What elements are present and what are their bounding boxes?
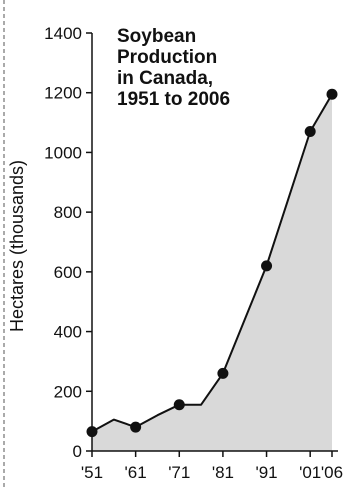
- x-tick-label-1991: '91: [255, 463, 277, 482]
- data-markers: [86, 88, 338, 438]
- y-tick-label-200: 200: [54, 382, 82, 401]
- y-axis-title: Hectares (thousands): [7, 160, 27, 332]
- y-tick-label-0: 0: [73, 442, 82, 461]
- y-tick-label-1200: 1200: [44, 84, 82, 103]
- x-tick-label-1961: '61: [125, 463, 147, 482]
- chart-title-line-2: Production: [117, 47, 217, 68]
- y-tick-label-400: 400: [54, 323, 82, 342]
- x-tick-label-1971: '71: [168, 463, 190, 482]
- data-point-1981: [217, 367, 229, 379]
- y-tick-label-800: 800: [54, 203, 82, 222]
- x-tick-label-1981: '81: [212, 463, 234, 482]
- y-tick-label-1000: 1000: [44, 143, 82, 162]
- x-tick-label-2001: '01: [299, 463, 321, 482]
- chart-title-line-3: in Canada,: [117, 68, 213, 89]
- y-tick-label-1400: 1400: [44, 24, 82, 43]
- chart-title-line-4: 1951 to 2006: [117, 89, 230, 110]
- x-tick-label-1951: '51: [81, 463, 103, 482]
- data-point-1961: [130, 421, 142, 433]
- y-ticks: 0 200 400 600 800 1000 1200 1400: [44, 24, 92, 461]
- x-ticks: '51 '61 '71 '81 '91 '01'06: [81, 451, 343, 482]
- y-tick-label-600: 600: [54, 263, 82, 282]
- x-tick-label-2006: '06: [321, 463, 343, 482]
- chart-title-line-1: Soybean: [117, 26, 196, 47]
- data-point-1951: [86, 426, 98, 438]
- data-point-2006: [326, 88, 338, 100]
- data-point-1991: [261, 260, 273, 272]
- area-fill: [92, 94, 332, 451]
- data-point-1971: [173, 399, 185, 411]
- data-point-2001: [304, 126, 316, 138]
